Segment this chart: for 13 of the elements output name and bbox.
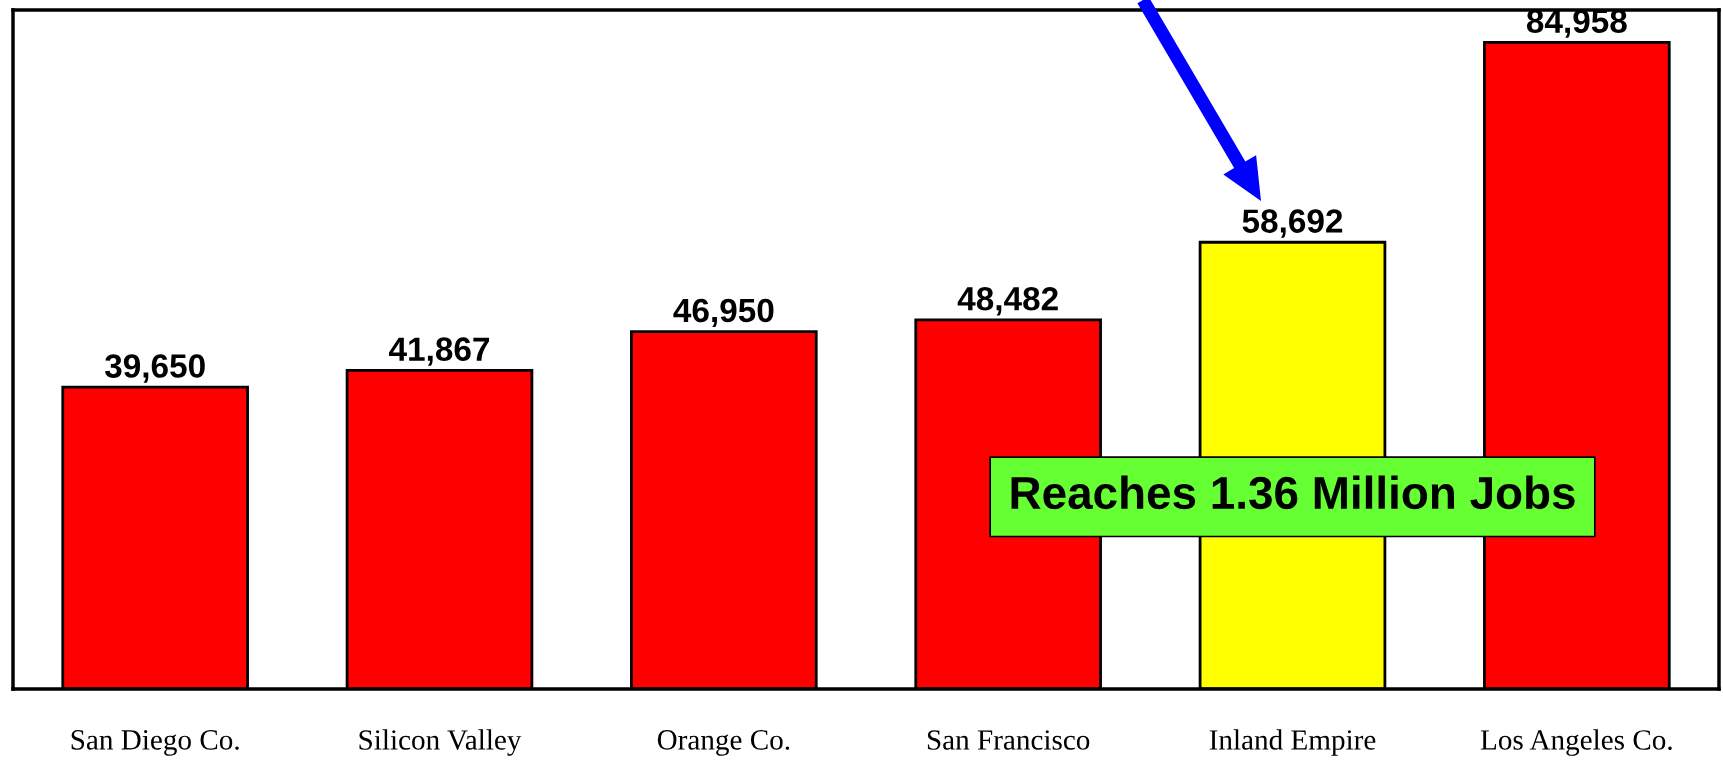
data-label: 58,692 (1242, 209, 1343, 238)
data-label: 39,650 (104, 354, 205, 383)
x-tick-label: Silicon Valley (359, 729, 522, 756)
x-tick-label: San Francisco (927, 730, 1090, 750)
data-label: 41,867 (389, 337, 490, 366)
data-label: 84,958 (1526, 9, 1627, 38)
x-tick-label: Inland Empire (1209, 729, 1376, 756)
x-tick-label: San Diego Co. (71, 730, 239, 756)
data-label: 46,950 (673, 298, 774, 328)
data-label: 48,482 (957, 287, 1058, 316)
annotation: Reaches 1.36 Million Jobs (1011, 475, 1575, 510)
x-tick-label: Los Angeles Co. (1480, 729, 1672, 756)
x-tick-label: Orange Co. (657, 730, 790, 756)
